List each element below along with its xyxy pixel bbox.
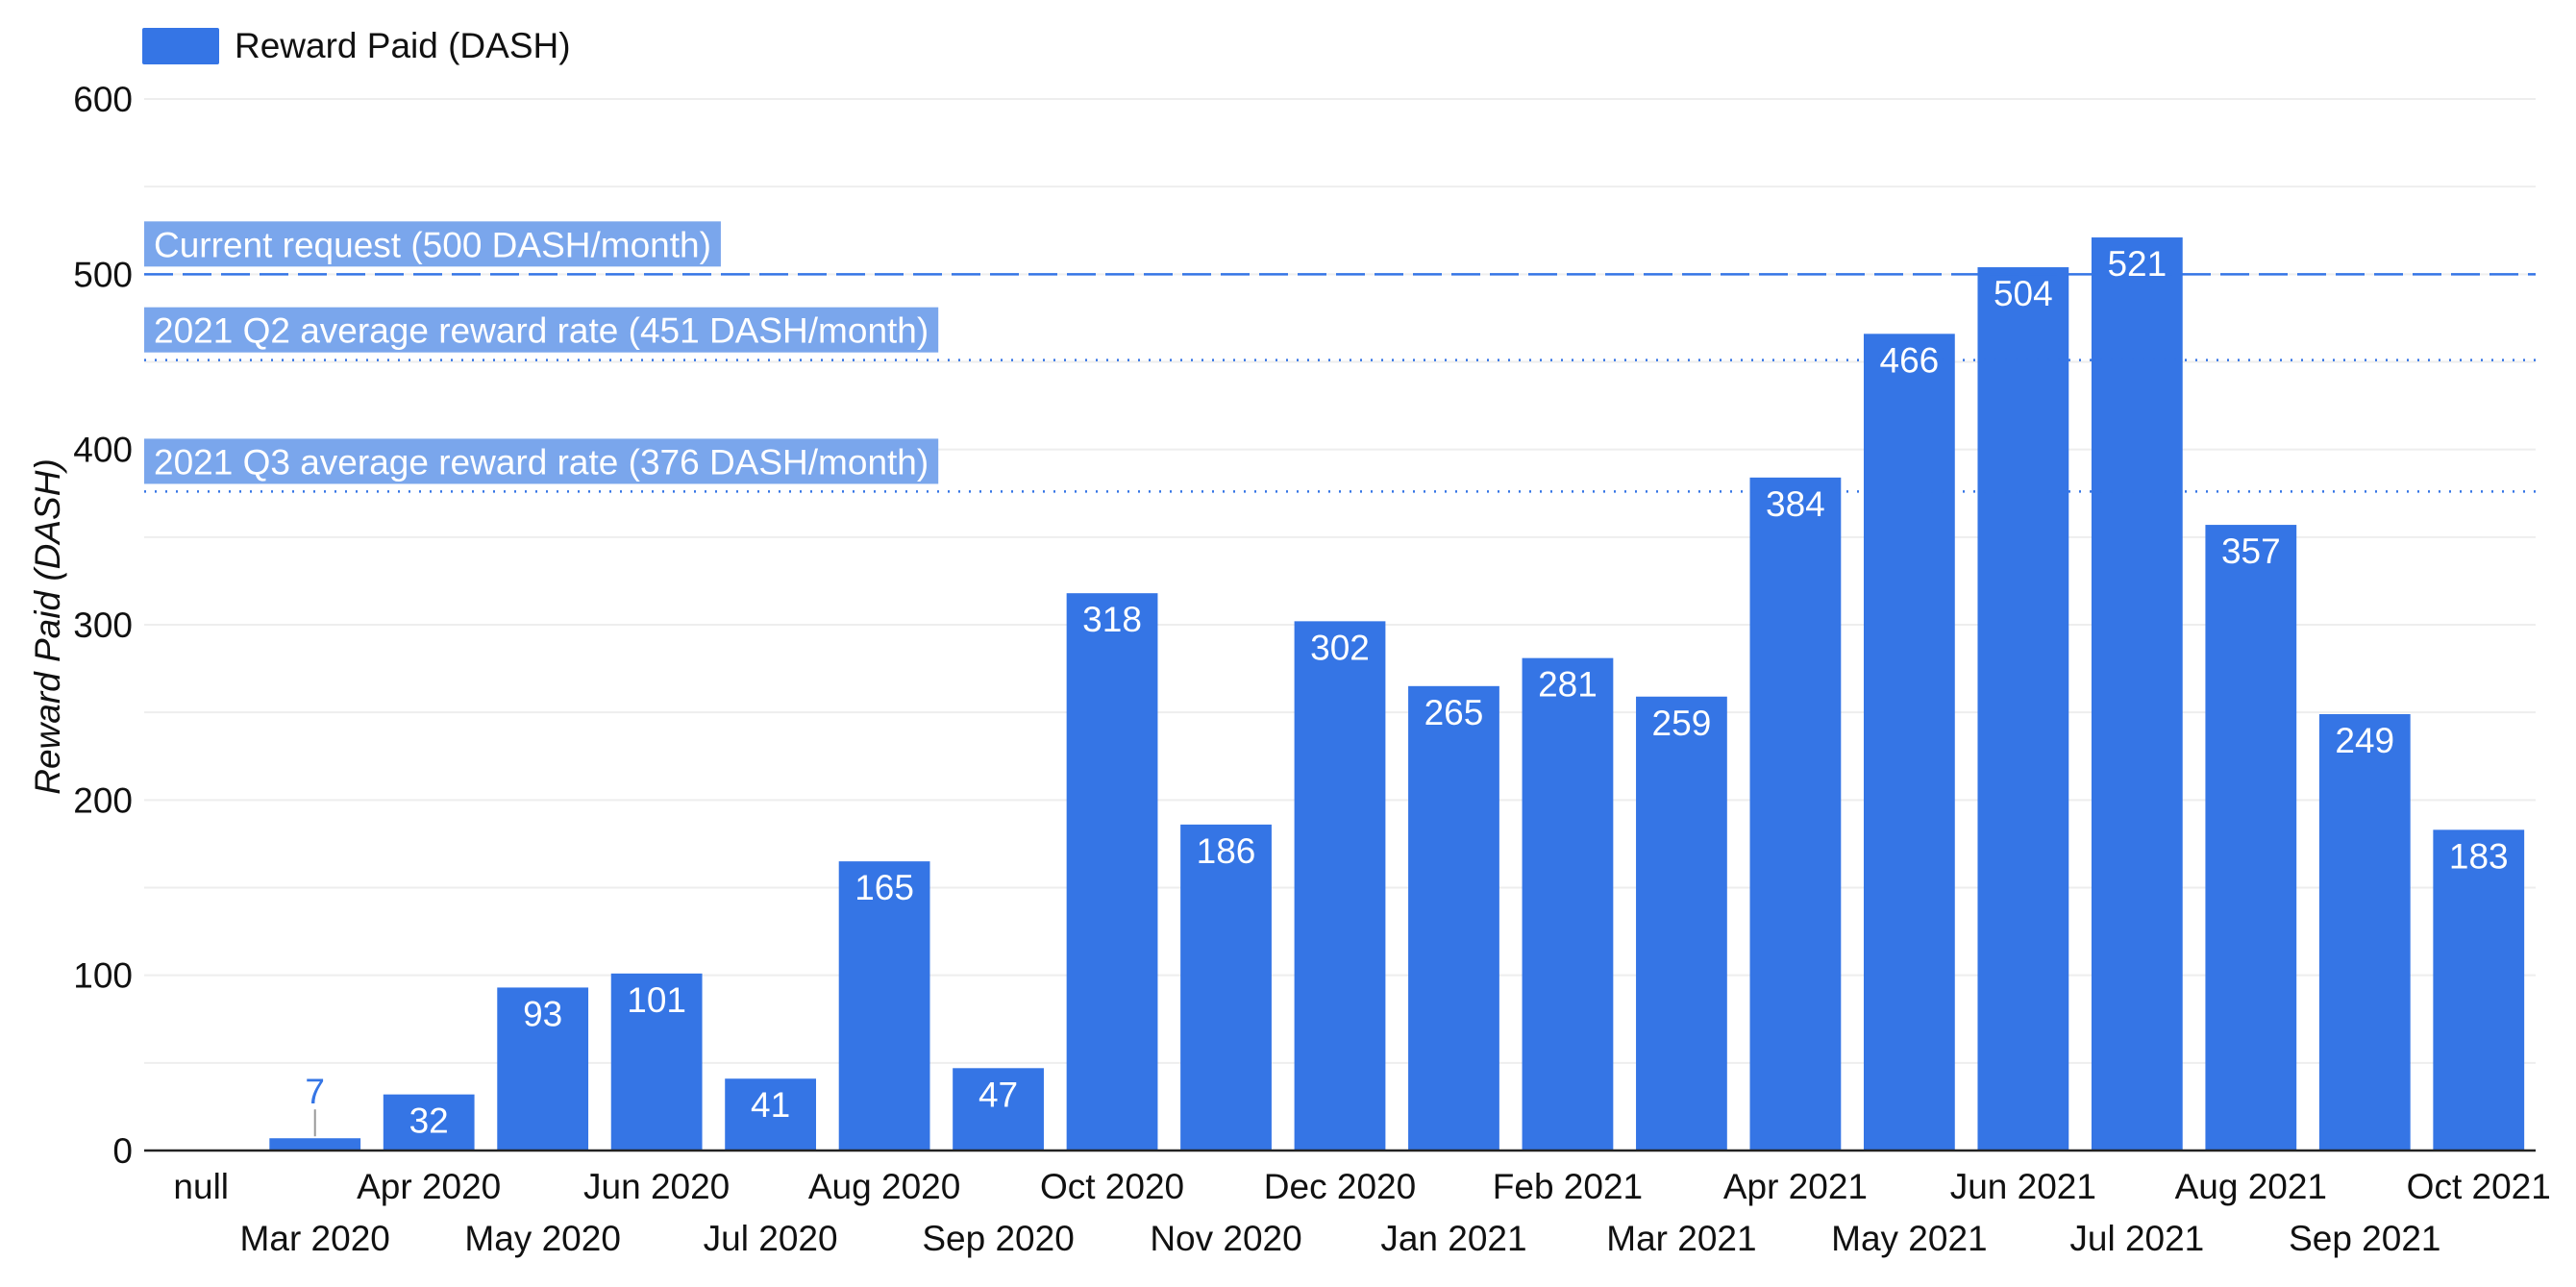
bar xyxy=(1749,477,1842,1151)
bar-value-label: 357 xyxy=(2221,532,2281,571)
bar-value-label: 47 xyxy=(978,1075,1018,1114)
bar xyxy=(1066,593,1158,1151)
bar-value-label: 165 xyxy=(855,868,914,907)
bar xyxy=(1294,621,1386,1151)
reference-line-label-box xyxy=(144,221,721,267)
x-tick-label: Mar 2020 xyxy=(240,1219,390,1258)
bar xyxy=(497,987,589,1151)
x-tick-label: Jun 2021 xyxy=(1950,1167,2096,1206)
bar-value-label: 186 xyxy=(1197,831,1256,871)
bar xyxy=(1408,685,1499,1151)
bar-value-label: 93 xyxy=(523,994,562,1033)
bar-value-label: 504 xyxy=(1994,274,2053,313)
y-axis-ticks: 0 100 200 300 400 500 600 xyxy=(73,80,133,1171)
reference-line-group: 2021 Q3 average reward rate (376 DASH/mo… xyxy=(144,438,2536,493)
x-tick-label: Sep 2021 xyxy=(2289,1219,2440,1258)
bar xyxy=(2433,829,2525,1151)
bar xyxy=(953,1068,1044,1151)
bar-value-label: 101 xyxy=(627,980,686,1020)
x-tick-label: Aug 2020 xyxy=(808,1167,960,1206)
bar-value-labels: 7 32 93 101 41 165 47 318 186 302 265 281 259 384 466 5… xyxy=(305,244,2508,1141)
bar xyxy=(2091,237,2183,1151)
bar-value-label: 183 xyxy=(2449,836,2509,876)
x-tick-label: Sep 2020 xyxy=(922,1219,1074,1258)
bar xyxy=(1522,657,1614,1151)
bar xyxy=(1977,267,2069,1151)
y-tick-label: 400 xyxy=(73,431,133,470)
bar-value-label: 41 xyxy=(751,1085,790,1125)
y-tick-label: 100 xyxy=(73,956,133,996)
bar xyxy=(610,973,703,1151)
reference-line-label: Current request (500 DASH/month) xyxy=(154,225,711,264)
bar-value-label: 265 xyxy=(1424,693,1484,732)
x-tick-label: Jan 2021 xyxy=(1380,1219,1526,1258)
y-tick-label: 500 xyxy=(73,255,133,294)
bar-value-label: 521 xyxy=(2107,244,2167,284)
reference-line-label-box xyxy=(144,438,939,484)
x-tick-label: Oct 2020 xyxy=(1040,1167,1184,1206)
legend-swatch xyxy=(142,28,219,64)
bar xyxy=(1180,824,1272,1151)
legend-label: Reward Paid (DASH) xyxy=(235,26,571,65)
x-tick-label: May 2021 xyxy=(1831,1219,1988,1258)
bar-value-label: 259 xyxy=(1652,704,1712,743)
bar-value-label: 7 xyxy=(305,1072,325,1111)
y-tick-label: 0 xyxy=(112,1131,133,1171)
x-tick-label: Jul 2020 xyxy=(704,1219,838,1258)
x-tick-label: Jul 2021 xyxy=(2069,1219,2204,1258)
reference-line-label-box xyxy=(144,307,939,353)
y-tick-label: 600 xyxy=(73,80,133,119)
reference-line-group: 2021 Q2 average reward rate (451 DASH/mo… xyxy=(144,307,2536,361)
x-tick-label: Dec 2020 xyxy=(1264,1167,1416,1206)
x-tick-label: Feb 2021 xyxy=(1493,1167,1643,1206)
x-tick-label: Apr 2021 xyxy=(1723,1167,1868,1206)
bars xyxy=(269,237,2525,1151)
bar xyxy=(2205,525,2297,1151)
bar-value-label: 32 xyxy=(409,1101,449,1141)
bar-value-label: 384 xyxy=(1766,484,1825,524)
bar xyxy=(383,1094,475,1151)
x-tick-label: May 2020 xyxy=(464,1219,621,1258)
bar xyxy=(838,861,930,1151)
bar xyxy=(1863,334,1955,1151)
bar-value-label: 466 xyxy=(1880,340,1940,380)
bar-value-label: 281 xyxy=(1538,665,1598,705)
bar xyxy=(2318,713,2411,1151)
x-tick-label: null xyxy=(173,1167,229,1206)
reference-line-label: 2021 Q3 average reward rate (376 DASH/mo… xyxy=(154,442,929,482)
bar-value-label: 249 xyxy=(2335,721,2394,760)
y-tick-label: 200 xyxy=(73,780,133,820)
reference-line-group: Current request (500 DASH/month) xyxy=(144,221,2536,276)
reference-lines: Current request (500 DASH/month) 2021 Q2 … xyxy=(144,221,2536,493)
y-tick-label: 300 xyxy=(73,606,133,645)
x-tick-label: Jun 2020 xyxy=(583,1167,730,1206)
bar-value-label: 302 xyxy=(1310,628,1370,667)
bar-value-label: 318 xyxy=(1082,600,1142,639)
bar xyxy=(1636,696,1727,1151)
x-tick-label: Aug 2021 xyxy=(2175,1167,2327,1206)
x-tick-label: Oct 2021 xyxy=(2407,1167,2551,1206)
legend: Reward Paid (DASH) xyxy=(142,26,571,65)
reference-line-label: 2021 Q2 average reward rate (451 DASH/mo… xyxy=(154,311,929,351)
x-tick-label: Apr 2020 xyxy=(357,1167,501,1206)
y-axis-label: Reward Paid (DASH) xyxy=(28,458,67,795)
x-tick-label: Nov 2020 xyxy=(1150,1219,1301,1258)
bar xyxy=(725,1078,817,1151)
x-tick-label: Mar 2021 xyxy=(1606,1219,1756,1258)
bar xyxy=(269,1138,361,1151)
x-axis-ticks: null Mar 2020 Apr 2020 May 2020 Jun 2020 Jul … xyxy=(173,1167,2550,1258)
